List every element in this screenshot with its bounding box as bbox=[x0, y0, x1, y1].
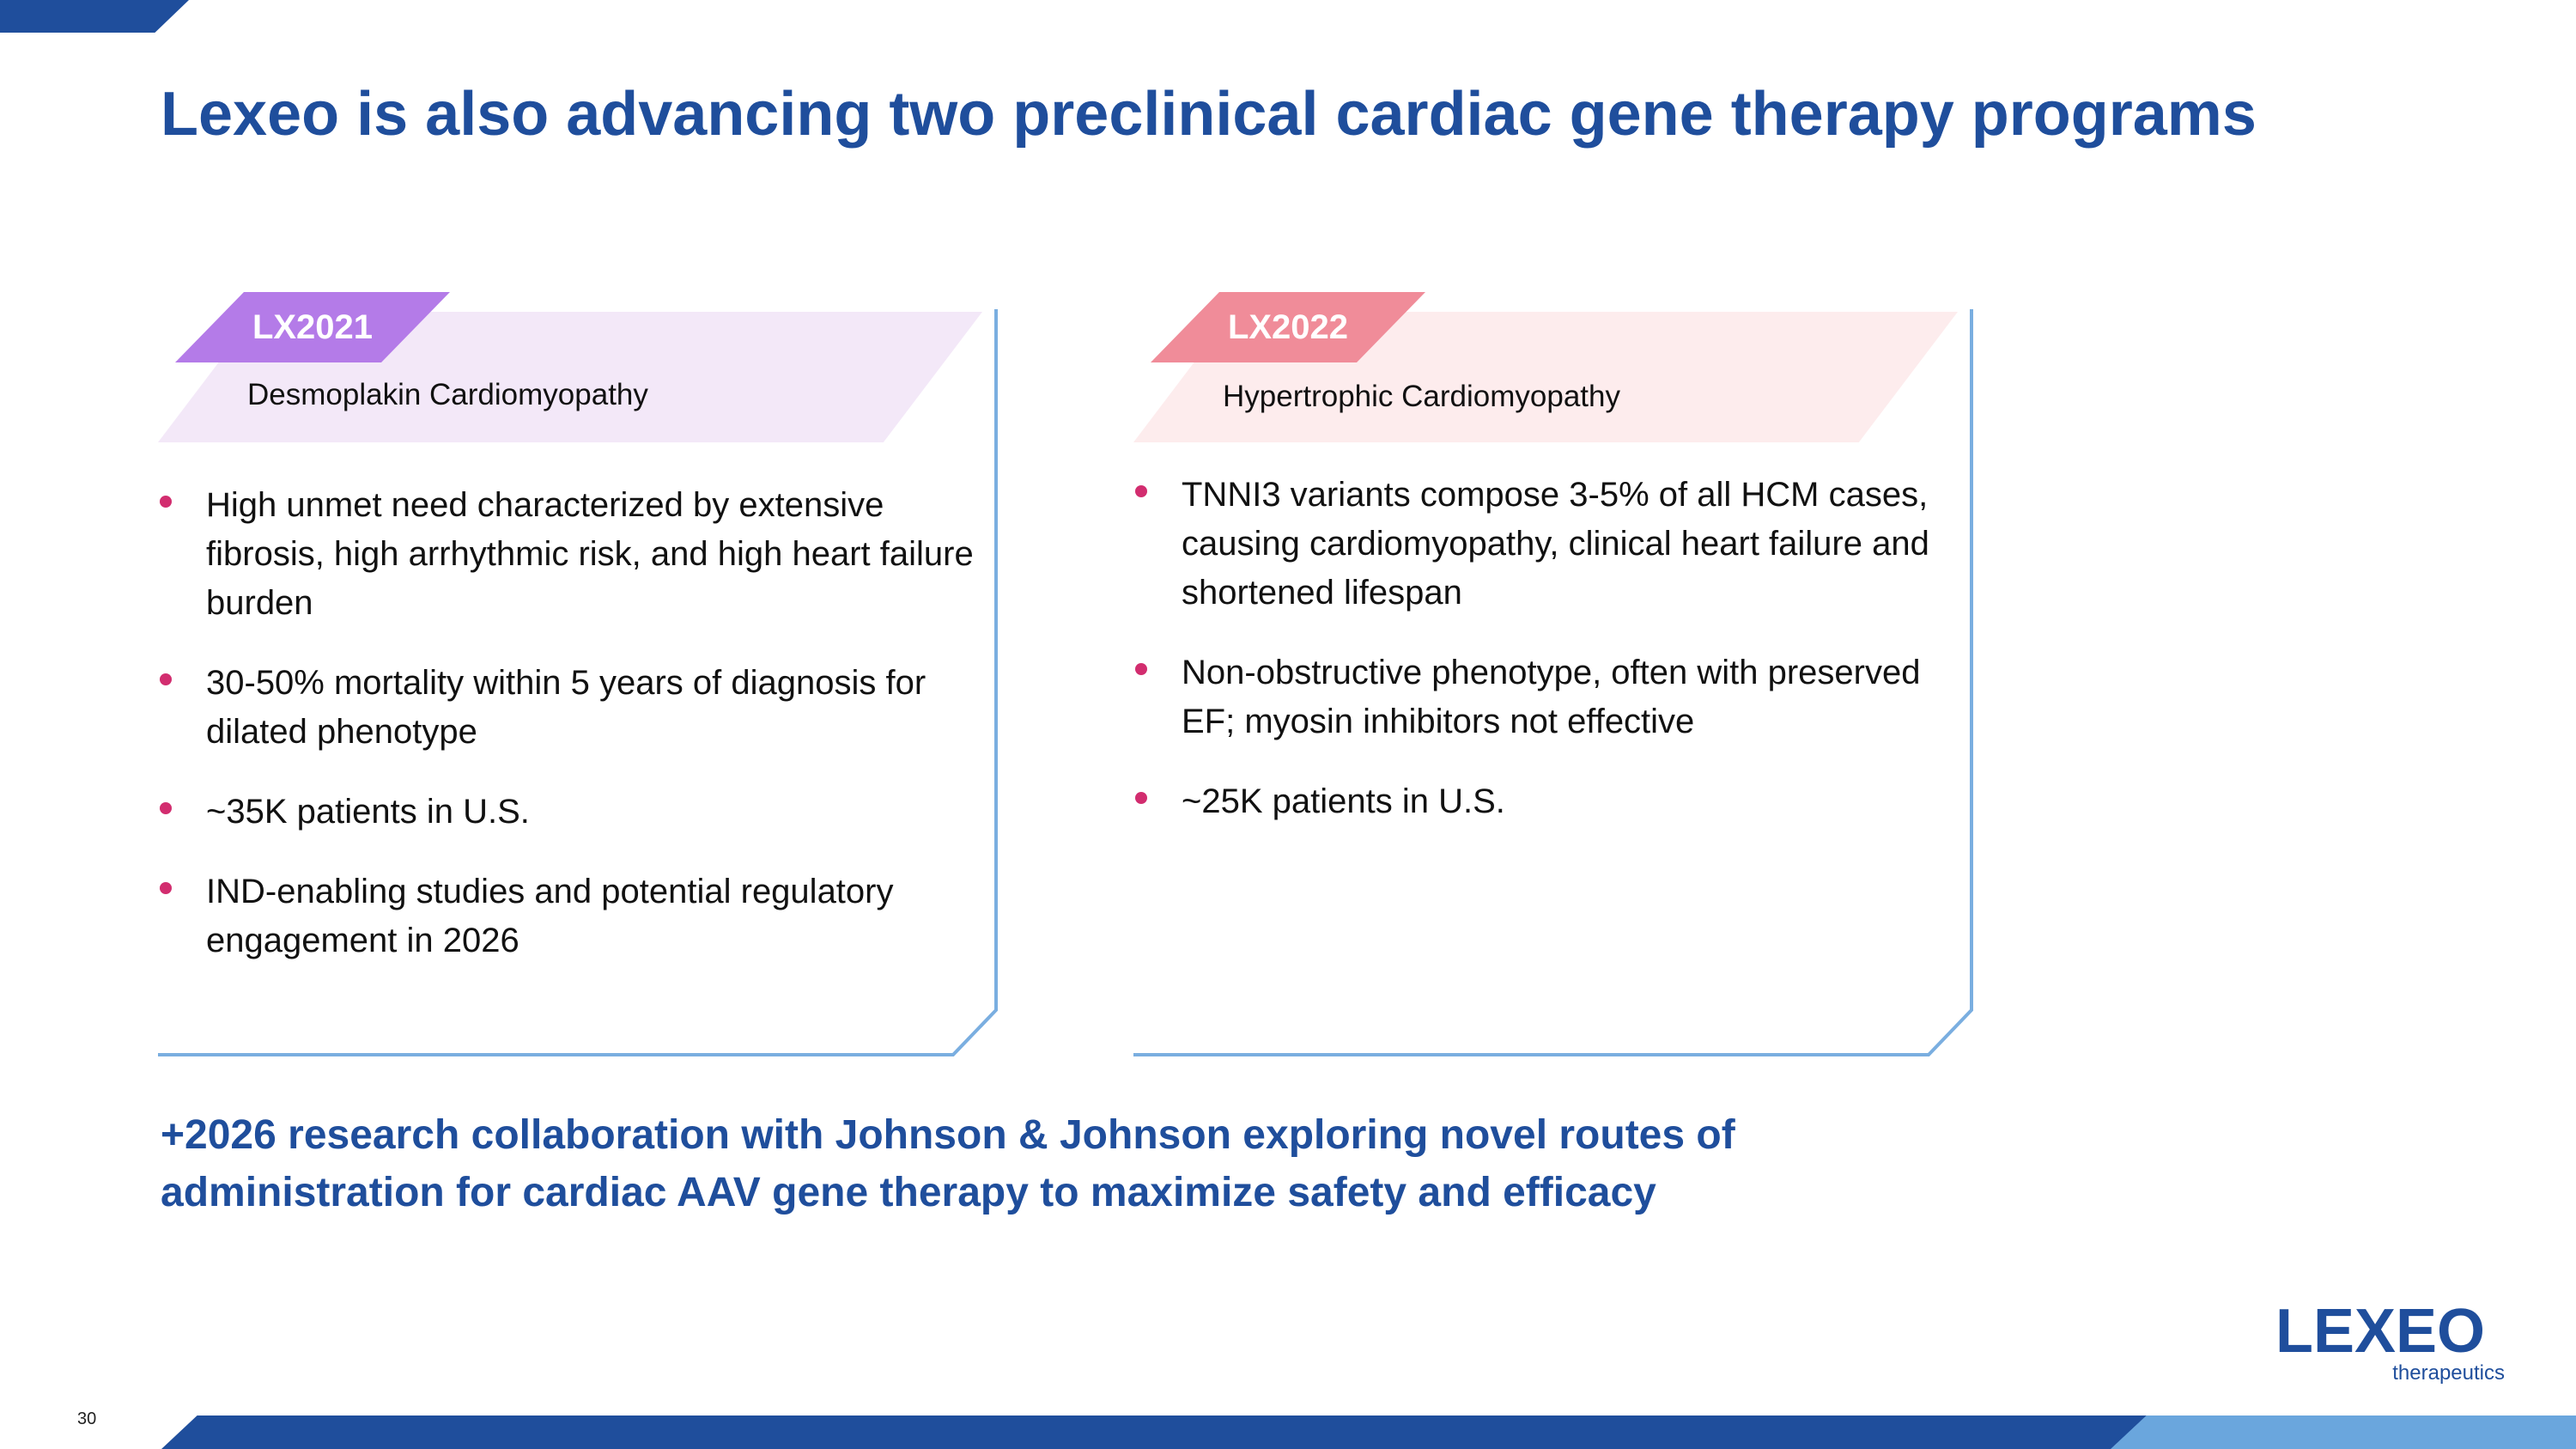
bottom-bar-accent bbox=[2111, 1416, 2576, 1449]
page-number: 30 bbox=[77, 1409, 97, 1428]
program-bullets: TNNI3 variants compose 3-5% of all HCM c… bbox=[1133, 471, 1958, 857]
bullet-item: High unmet need characterized by extensi… bbox=[158, 481, 982, 628]
lexeo-logo-icon: LEXEO therapeutics bbox=[2275, 1299, 2505, 1385]
program-indication: Desmoplakin Cardiomyopathy bbox=[247, 378, 648, 411]
bullet-item: ~25K patients in U.S. bbox=[1133, 777, 1958, 826]
bullet-item: TNNI3 variants compose 3-5% of all HCM c… bbox=[1133, 471, 1958, 618]
slide-title: Lexeo is also advancing two preclinical … bbox=[161, 80, 2257, 149]
program-bullets: High unmet need characterized by extensi… bbox=[158, 481, 982, 996]
bullet-item: ~35K patients in U.S. bbox=[158, 788, 982, 837]
collaboration-note: +2026 research collaboration with Johnso… bbox=[161, 1112, 1735, 1215]
logo-tagline: therapeutics bbox=[2392, 1361, 2505, 1385]
card-frame bbox=[1133, 309, 1973, 1056]
logo-wordmark: LEXEO bbox=[2275, 1299, 2485, 1366]
bullet-item: Non-obstructive phenotype, often with pr… bbox=[1133, 648, 1958, 746]
bullet-item: 30-50% mortality within 5 years of diagn… bbox=[158, 659, 982, 757]
top-accent-bar bbox=[0, 0, 189, 33]
bottom-bar bbox=[161, 1416, 2147, 1449]
bullet-item: IND-enabling studies and potential regul… bbox=[158, 868, 982, 965]
card-frame bbox=[158, 309, 998, 1056]
program-indication: Hypertrophic Cardiomyopathy bbox=[1223, 380, 1620, 413]
program-card-lx2022: LX2022 Hypertrophic Cardiomyopathy TNNI3… bbox=[1133, 290, 1992, 1063]
program-card-lx2021: LX2021 Desmoplakin Cardiomyopathy High u… bbox=[158, 290, 1017, 1063]
